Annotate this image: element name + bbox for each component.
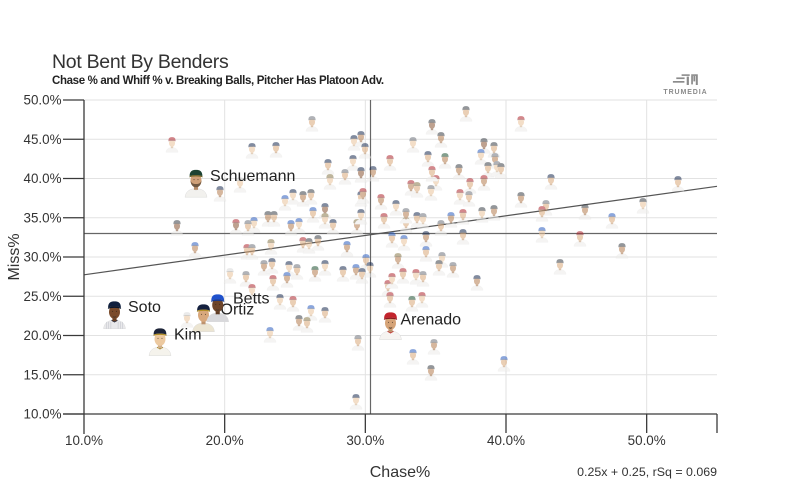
svg-text:Miss%: Miss% [6, 233, 23, 280]
svg-text:30.0%: 30.0% [24, 250, 62, 265]
svg-text:Soto: Soto [128, 299, 161, 316]
svg-text:TRUMEDIA: TRUMEDIA [663, 89, 707, 96]
svg-text:Arenado: Arenado [401, 312, 462, 329]
svg-text:Schuemann: Schuemann [210, 168, 295, 185]
svg-text:20.0%: 20.0% [206, 433, 244, 448]
svg-text:50.0%: 50.0% [628, 433, 666, 448]
svg-text:30.0%: 30.0% [346, 433, 384, 448]
svg-text:50.0%: 50.0% [24, 93, 62, 108]
svg-text:Not Bent By Benders: Not Bent By Benders [52, 51, 229, 73]
svg-text:20.0%: 20.0% [24, 328, 62, 343]
svg-text:10.0%: 10.0% [65, 433, 103, 448]
svg-text:40.0%: 40.0% [24, 171, 62, 186]
svg-text:Betts: Betts [233, 291, 269, 308]
svg-text:Chase % and Whiff % v. Breakin: Chase % and Whiff % v. Breaking Balls, P… [52, 75, 384, 87]
svg-text:Kim: Kim [174, 327, 202, 344]
svg-text:Chase%: Chase% [370, 464, 430, 481]
svg-text:Ortiz: Ortiz [221, 301, 255, 318]
svg-text:45.0%: 45.0% [24, 132, 62, 147]
svg-text:15.0%: 15.0% [24, 367, 62, 382]
svg-text:35.0%: 35.0% [24, 210, 62, 225]
svg-text:25.0%: 25.0% [24, 289, 62, 304]
svg-text:0.25x + 0.25, rSq = 0.069: 0.25x + 0.25, rSq = 0.069 [577, 465, 717, 479]
svg-text:40.0%: 40.0% [487, 433, 525, 448]
svg-text:10.0%: 10.0% [24, 407, 62, 422]
